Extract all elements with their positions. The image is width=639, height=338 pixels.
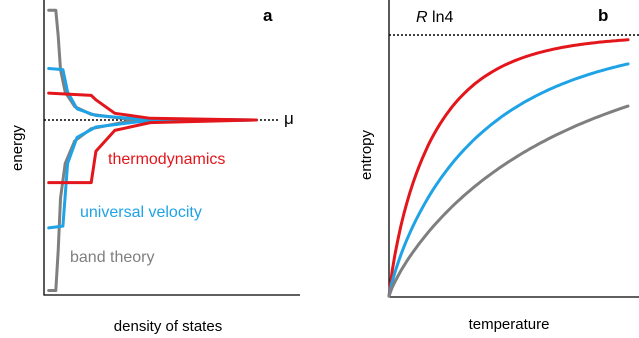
rln4-label-R: R: [416, 9, 428, 26]
entropy-curve-2: [387, 62, 630, 298]
panel-b-ylabel: entropy: [358, 129, 375, 180]
series-label-thermodynamics: thermodynamics: [108, 151, 225, 168]
mu-label: μ: [284, 109, 294, 128]
panel-b-series-group: [387, 38, 630, 298]
panel-b: R ln4 b temperature entropy: [358, 0, 639, 333]
series-label-band-theory: band theory: [70, 249, 155, 266]
panel-a-axes: [43, 0, 300, 296]
panel-b-xlabel: temperature: [469, 316, 550, 333]
panel-b-label: b: [598, 6, 608, 25]
panel-a-ylabel: energy: [9, 125, 26, 171]
rln4-label: R ln4: [416, 9, 453, 26]
panel-a-series-group: [47, 8, 258, 292]
panel-a-label: a: [263, 6, 273, 25]
panel-a: a μ thermodynamics universal velocity ba…: [9, 0, 300, 335]
entropy-curve-1: [387, 38, 630, 298]
entropy-curve-3: [387, 104, 630, 298]
series-line-thermodynamics: [47, 91, 258, 185]
series-label-universal-velocity: universal velocity: [80, 204, 202, 221]
rln4-label-rest: ln4: [428, 9, 454, 26]
panel-a-xlabel: density of states: [114, 318, 222, 335]
